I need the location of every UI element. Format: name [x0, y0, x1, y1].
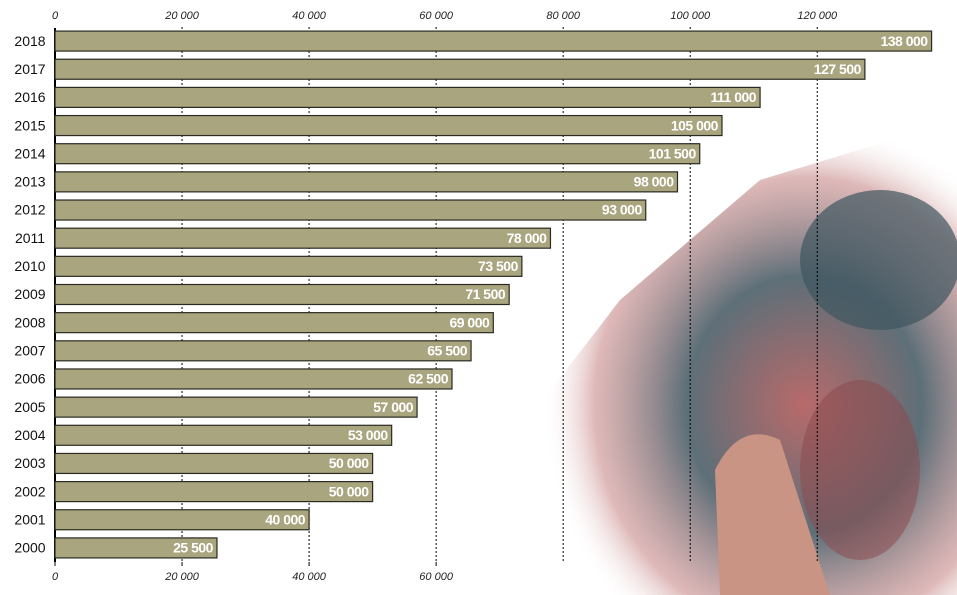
value-label: 127 500 [814, 61, 862, 77]
bar [54, 509, 310, 531]
value-label: 40 000 [265, 511, 306, 527]
bar [54, 227, 552, 249]
bar [54, 481, 374, 503]
category-label: 2010 [14, 258, 45, 274]
x-tick-label-bottom: 40 000 [292, 571, 327, 583]
category-label: 2015 [14, 117, 45, 133]
bar [54, 143, 701, 165]
x-tick-label-bottom: 0 [52, 571, 59, 583]
value-label: 111 000 [711, 89, 757, 105]
bar [54, 312, 494, 334]
value-label: 71 500 [465, 286, 506, 302]
bar [54, 58, 866, 80]
category-label: 2011 [15, 230, 45, 246]
x-tick-label-bottom: 20 000 [164, 571, 200, 583]
category-label: 2002 [14, 483, 45, 499]
category-label: 2018 [14, 33, 45, 49]
value-label: 25 500 [173, 540, 214, 556]
value-label: 105 000 [671, 117, 719, 133]
category-label: 2012 [14, 202, 45, 218]
value-label: 73 500 [478, 258, 519, 274]
category-label: 2004 [14, 427, 45, 443]
category-label: 2016 [14, 89, 45, 105]
value-label: 98 000 [634, 174, 675, 190]
value-label: 50 000 [329, 483, 370, 499]
x-tick-label: 0 [52, 10, 59, 22]
bar [54, 424, 393, 446]
bar [54, 199, 647, 221]
category-label: 2017 [14, 61, 45, 77]
x-tick-label: 120 000 [797, 10, 838, 22]
bar [54, 114, 723, 137]
x-tick-label: 40 000 [292, 10, 327, 22]
category-label: 2009 [14, 286, 45, 302]
x-tick-label-bottom: 60 000 [419, 571, 454, 583]
value-label: 65 500 [427, 343, 468, 359]
value-label: 50 000 [329, 455, 370, 471]
bar [54, 340, 472, 362]
x-tick-label: 80 000 [546, 10, 581, 22]
category-label: 2000 [14, 540, 45, 556]
value-label: 101 500 [649, 145, 697, 161]
bar [54, 368, 453, 390]
bar [54, 86, 761, 108]
category-label: 2014 [14, 145, 45, 161]
bar [54, 283, 510, 306]
category-label: 2008 [14, 314, 45, 330]
category-label: 2005 [14, 399, 45, 415]
value-label: 93 000 [602, 202, 643, 218]
value-label: 53 000 [348, 427, 389, 443]
category-label: 2013 [14, 174, 45, 190]
bar [54, 255, 523, 277]
bar [54, 537, 218, 559]
value-label: 69 000 [449, 314, 490, 330]
x-tick-label: 60 000 [419, 10, 454, 22]
bar [54, 30, 933, 52]
x-tick-label: 20 000 [164, 10, 200, 22]
category-label: 2001 [14, 511, 45, 527]
bar [54, 452, 374, 475]
category-label: 2003 [14, 455, 45, 471]
category-label: 2006 [14, 371, 45, 387]
background-image [520, 120, 957, 595]
bar [54, 171, 679, 193]
value-label: 138 000 [880, 33, 928, 49]
category-label: 2007 [14, 343, 45, 359]
x-tick-label: 100 000 [670, 10, 711, 22]
value-label: 62 500 [408, 371, 449, 387]
bar [54, 396, 418, 418]
value-label: 78 000 [507, 230, 548, 246]
value-label: 57 000 [373, 399, 414, 415]
